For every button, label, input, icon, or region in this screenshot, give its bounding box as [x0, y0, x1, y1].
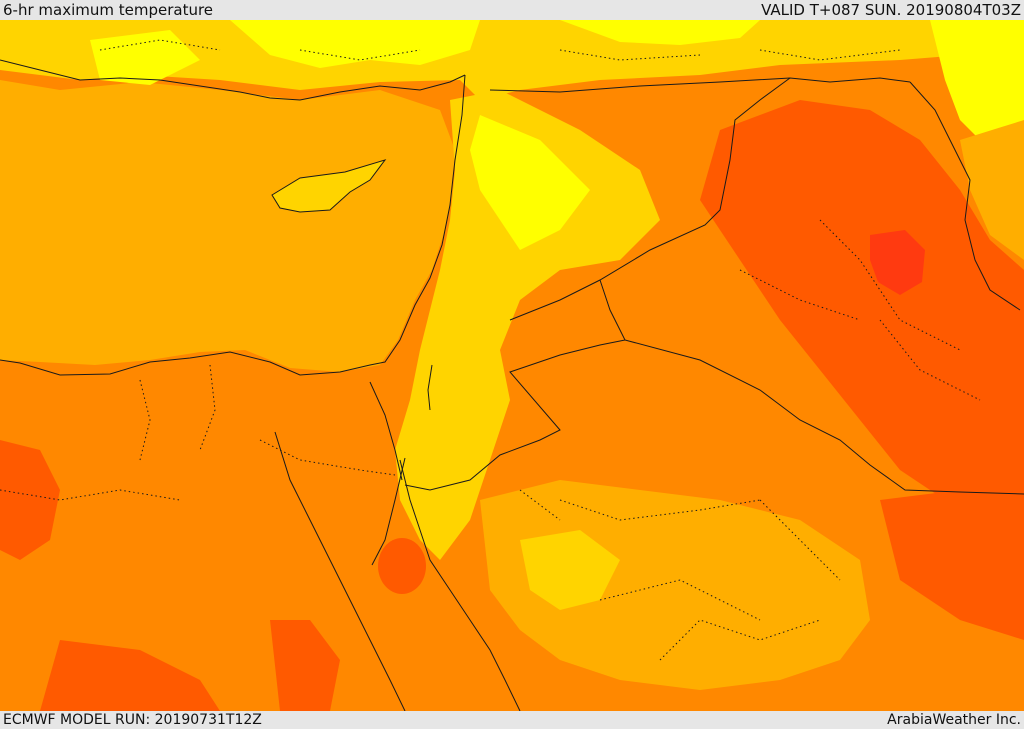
levant-coastline — [0, 74, 466, 376]
iraq-hottest — [870, 230, 925, 295]
iraq-east-cooler — [960, 120, 1024, 260]
cyprus — [272, 160, 385, 212]
egypt-province-lines — [0, 364, 396, 501]
saudi-province-lines — [519, 489, 841, 661]
levant-band — [395, 90, 660, 560]
dead-sea — [427, 364, 433, 411]
turkey-coastline — [0, 59, 466, 101]
egypt-hot-2 — [40, 640, 220, 711]
iran-iraq-border — [909, 81, 1021, 311]
turkey-yellow-1 — [230, 20, 480, 68]
valid-time: VALID T+087 SUN. 20190804T03Z — [761, 1, 1021, 19]
red-sea-west-coast — [274, 431, 406, 711]
temperature-map — [0, 20, 1024, 711]
egypt-hot-1 — [0, 440, 60, 560]
turkey-yellow-3 — [930, 20, 1024, 150]
footer-bar: ECMWF MODEL RUN: 20190731T12Z ArabiaWeat… — [0, 711, 1024, 729]
map-title: 6-hr maximum temperature — [3, 1, 214, 19]
jordan-border — [404, 279, 626, 491]
saudi-yellow — [520, 530, 620, 610]
iraq-province-lines — [739, 219, 981, 401]
red-sea-east-coast — [399, 459, 521, 711]
credit-text: ArabiaWeather Inc. — [887, 712, 1021, 728]
cyprus-outline — [271, 159, 387, 213]
gulf-of-aqaba — [371, 457, 406, 566]
turkey-yellow-4 — [90, 30, 200, 85]
levant-yellow — [470, 115, 590, 250]
egypt-hot-3 — [270, 620, 340, 711]
syria-turkey-border — [489, 77, 911, 93]
sinai-border — [369, 381, 403, 481]
saudi-iraq-border — [624, 339, 1024, 495]
iraq-hot — [700, 100, 1024, 520]
syria-iraq-border — [509, 77, 791, 321]
mediterranean-sea — [0, 80, 455, 372]
model-run: ECMWF MODEL RUN: 20190731T12Z — [3, 712, 262, 728]
southeast-hot — [880, 490, 1024, 640]
header-bar: 6-hr maximum temperature VALID T+087 SUN… — [0, 0, 1024, 20]
aqaba-hot — [378, 538, 426, 594]
turkey-yellow-2 — [560, 20, 760, 45]
